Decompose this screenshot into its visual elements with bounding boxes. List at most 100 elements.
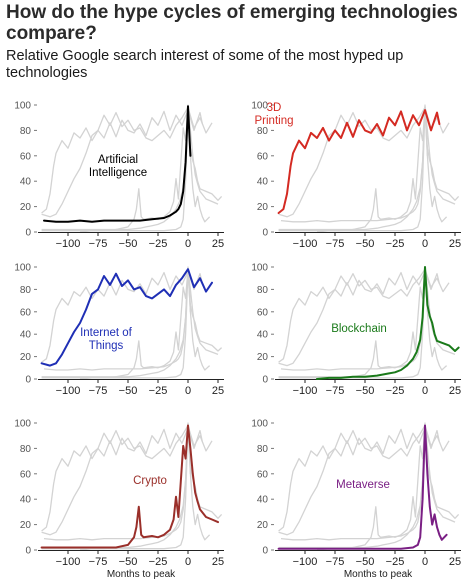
x-tick-label: −100 <box>293 556 318 568</box>
series-line-artificial-intelligence <box>43 105 192 223</box>
chart-subtitle: Relative Google search interest of some … <box>6 48 404 81</box>
background-series-blockchain <box>79 266 223 380</box>
y-tick-label: 40 <box>257 495 269 506</box>
background-series-crypto <box>41 268 219 378</box>
y-tick-label: 0 <box>25 546 31 557</box>
x-tick-label: −75 <box>326 556 345 568</box>
series-label-internet-of-things: Internet of Things <box>80 327 133 352</box>
y-tick-label: 40 <box>20 177 32 188</box>
panel-crypto: 0 20 40 60 80 100 −100 −75 −50 −25 0 25 Crypto Months… <box>14 419 224 580</box>
x-tick-label: 25 <box>212 385 224 397</box>
x-tick-label: −75 <box>326 385 345 397</box>
y-tick-label: 60 <box>257 151 269 162</box>
background-series-internet-of-things <box>41 106 213 218</box>
x-tick-label: −100 <box>56 385 81 397</box>
background-series-crypto <box>41 106 219 231</box>
x-tick-label: −50 <box>119 385 138 397</box>
x-tick-label: −25 <box>149 238 168 250</box>
x-tick-label: −75 <box>89 238 108 250</box>
x-axis-title: Months to peak <box>344 569 413 580</box>
y-tick-label: 20 <box>257 202 269 213</box>
y-tick-label: 0 <box>262 228 268 239</box>
series-line-3d-printing <box>277 109 441 214</box>
x-axis-title: Months to peak <box>107 569 176 580</box>
y-tick-label: 20 <box>257 520 269 531</box>
background-series-3d-printing <box>278 427 441 532</box>
y-tick-label: 20 <box>20 202 32 213</box>
x-tick-label: 25 <box>212 238 224 250</box>
y-tick-label: 60 <box>257 307 269 318</box>
panel-metaverse: 0 20 40 60 80 100 −100 −75 −50 −25 0 25 Metaverse Mon… <box>251 419 461 580</box>
x-tick-label: −50 <box>356 238 375 250</box>
y-tick-label: 80 <box>20 444 32 455</box>
x-tick-label: −50 <box>119 556 138 568</box>
series-line-internet-of-things <box>40 268 213 367</box>
x-tick-label: −25 <box>386 238 405 250</box>
x-tick-label: −100 <box>56 556 81 568</box>
series-line-metaverse <box>277 424 448 550</box>
background-series-artificial-intelligence <box>280 105 429 223</box>
background-series-metaverse <box>41 424 211 550</box>
y-tick-label: 60 <box>20 307 32 318</box>
y-tick-label: 60 <box>257 469 269 480</box>
y-tick-label: 20 <box>20 520 32 531</box>
y-tick-label: 100 <box>251 101 268 112</box>
y-tick-label: 40 <box>20 330 32 341</box>
y-tick-label: 80 <box>20 285 32 296</box>
x-tick-label: −25 <box>386 385 405 397</box>
y-tick-label: 0 <box>262 375 268 386</box>
background-series-3d-printing <box>41 109 204 214</box>
background-series-artificial-intelligence <box>43 423 192 541</box>
background-series-artificial-intelligence <box>43 267 192 371</box>
background-series-internet-of-things <box>278 268 450 367</box>
x-tick-label: −25 <box>386 556 405 568</box>
x-tick-label: 25 <box>449 385 461 397</box>
x-tick-label: −25 <box>149 385 168 397</box>
y-tick-label: 40 <box>20 495 32 506</box>
y-tick-label: 100 <box>14 101 31 112</box>
y-tick-label: 40 <box>257 177 269 188</box>
series-label-metaverse: Metaverse <box>336 479 390 491</box>
background-series-artificial-intelligence <box>280 423 429 541</box>
x-tick-label: −75 <box>326 238 345 250</box>
x-tick-label: −50 <box>356 385 375 397</box>
background-series-metaverse <box>278 106 448 232</box>
x-tick-label: −50 <box>356 556 375 568</box>
series-label-3d-printing: 3D Printing <box>255 102 294 127</box>
series-label-artificial-intelligence: Artificial Intelligence <box>89 154 147 179</box>
background-series-blockchain <box>316 104 460 233</box>
background-series-3d-printing <box>41 427 204 532</box>
y-tick-label: 80 <box>20 126 32 137</box>
panel-artificial-intelligence: 0 20 40 60 80 100 −100 −75 −50 −25 0 25 Artificial In… <box>14 101 224 251</box>
x-tick-label: 25 <box>449 238 461 250</box>
y-tick-label: 20 <box>257 352 269 363</box>
x-tick-label: 25 <box>449 556 461 568</box>
y-tick-label: 40 <box>257 330 269 341</box>
y-tick-label: 80 <box>257 444 269 455</box>
y-tick-label: 0 <box>25 375 31 386</box>
x-tick-label: 25 <box>212 556 224 568</box>
background-series-blockchain <box>79 104 223 233</box>
x-tick-label: −50 <box>119 238 138 250</box>
background-series-3d-printing <box>278 270 441 363</box>
x-tick-label: 0 <box>185 556 191 568</box>
background-series-3d-printing <box>41 270 204 363</box>
background-series-blockchain <box>316 422 460 551</box>
x-tick-label: 0 <box>422 385 428 397</box>
panel-3d-printing: 0 20 40 60 80 100 −100 −75 −50 −25 0 25 3D Printing <box>251 101 461 251</box>
background-series-crypto <box>278 424 456 549</box>
series-label-blockchain: Blockchain <box>331 323 387 335</box>
x-tick-label: −75 <box>89 385 108 397</box>
chart-title: How do the hype cycles of emerging techn… <box>6 2 458 44</box>
background-series-internet-of-things <box>41 424 213 536</box>
background-series-internet-of-things <box>278 424 450 536</box>
x-tick-label: 0 <box>422 238 428 250</box>
series-label-crypto: Crypto <box>133 475 167 487</box>
x-tick-label: 0 <box>422 556 428 568</box>
panel-blockchain: 0 20 40 60 80 100 −100 −75 −50 −25 0 25 Blockchain <box>251 263 461 398</box>
y-tick-label: 100 <box>14 419 31 430</box>
x-tick-label: 0 <box>185 385 191 397</box>
y-tick-label: 20 <box>20 352 32 363</box>
y-tick-label: 100 <box>251 419 268 430</box>
series-line-blockchain <box>316 266 460 380</box>
